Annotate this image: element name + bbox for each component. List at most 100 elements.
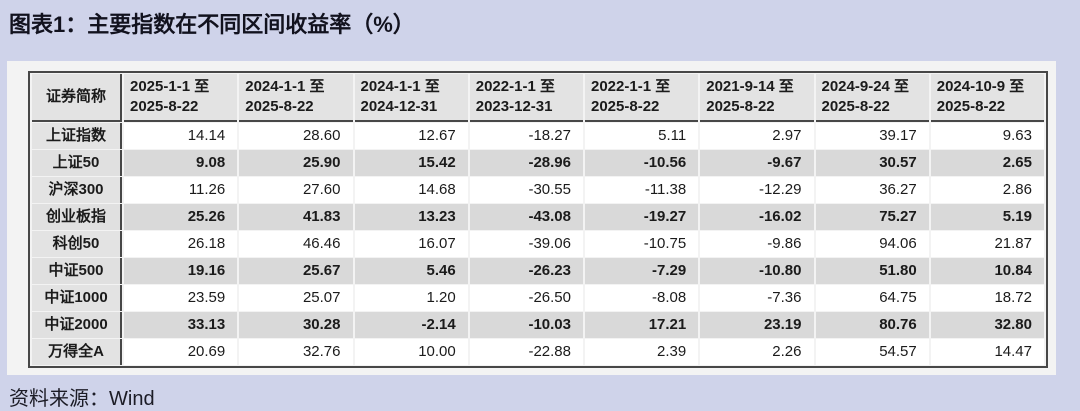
value-cell: -11.38	[585, 177, 699, 203]
figure-title: 图表1：主要指数在不同区间收益率（%）	[9, 12, 415, 37]
value-cell: 23.19	[700, 312, 814, 338]
table-row: 上证50 9.08 25.90 15.42 -28.96 -10.56 -9.67 30.57…	[32, 150, 1044, 176]
value-cell: -30.55	[469, 177, 583, 203]
value-cell: 39.17	[815, 123, 929, 149]
value-cell: 64.75	[815, 285, 929, 311]
value-cell: 51.80	[815, 258, 929, 284]
table-row: 万得全A 20.69 32.76 10.00 -22.88 2.39 2.26 54.57 14…	[32, 339, 1044, 365]
value-cell: -16.02	[700, 204, 814, 230]
value-cell: 54.57	[815, 339, 929, 365]
value-cell: -28.96	[469, 150, 583, 176]
value-cell: -10.80	[700, 258, 814, 284]
table-row: 创业板指 25.26 41.83 13.23 -43.08 -19.27 -16.02 75.…	[32, 204, 1044, 230]
value-cell: 14.47	[930, 339, 1044, 365]
value-cell: -43.08	[469, 204, 583, 230]
value-cell: 19.16	[124, 258, 238, 284]
row-label: 沪深300	[32, 177, 122, 203]
value-cell: 41.83	[239, 204, 353, 230]
row-label: 中证1000	[32, 285, 122, 311]
column-header-period-8: 2024-10-9 至 2025-8-22	[930, 74, 1044, 122]
value-cell: 5.46	[354, 258, 468, 284]
value-cell: 12.67	[354, 123, 468, 149]
value-cell: 11.26	[124, 177, 238, 203]
value-cell: 2.86	[930, 177, 1044, 203]
value-cell: -8.08	[585, 285, 699, 311]
table-header: 证券简称 2025-1-1 至 2025-8-22 2024-1-1 至 202…	[32, 74, 1044, 122]
table-row: 沪深300 11.26 27.60 14.68 -30.55 -11.38 -12.29 36…	[32, 177, 1044, 203]
value-cell: 20.69	[124, 339, 238, 365]
value-cell: 32.80	[930, 312, 1044, 338]
table-row: 中证1000 23.59 25.07 1.20 -26.50 -8.08 -7.36 64.7…	[32, 285, 1044, 311]
column-header-period-2: 2024-1-1 至 2025-8-22	[239, 74, 353, 122]
column-header-period-1: 2025-1-1 至 2025-8-22	[124, 74, 238, 122]
table-row: 科创50 26.18 46.46 16.07 -39.06 -10.75 -9.86 94.0…	[32, 231, 1044, 257]
value-cell: -9.86	[700, 231, 814, 257]
row-label: 创业板指	[32, 204, 122, 230]
value-cell: 2.65	[930, 150, 1044, 176]
value-cell: 46.46	[239, 231, 353, 257]
value-cell: -18.27	[469, 123, 583, 149]
value-cell: -9.67	[700, 150, 814, 176]
row-label: 中证500	[32, 258, 122, 284]
table-row: 上证指数 14.14 28.60 12.67 -18.27 5.11 2.97 39.17 9.…	[32, 123, 1044, 149]
returns-table: 证券简称 2025-1-1 至 2025-8-22 2024-1-1 至 202…	[28, 71, 1048, 368]
row-label: 上证指数	[32, 123, 122, 149]
value-cell: 13.23	[354, 204, 468, 230]
value-cell: 33.13	[124, 312, 238, 338]
value-cell: 9.63	[930, 123, 1044, 149]
value-cell: 30.57	[815, 150, 929, 176]
row-label: 万得全A	[32, 339, 122, 365]
value-cell: -7.29	[585, 258, 699, 284]
value-cell: 10.84	[930, 258, 1044, 284]
row-label: 上证50	[32, 150, 122, 176]
value-cell: 25.26	[124, 204, 238, 230]
value-cell: 15.42	[354, 150, 468, 176]
value-cell: 36.27	[815, 177, 929, 203]
value-cell: -39.06	[469, 231, 583, 257]
value-cell: 18.72	[930, 285, 1044, 311]
value-cell: 9.08	[124, 150, 238, 176]
value-cell: 2.97	[700, 123, 814, 149]
value-cell: 5.19	[930, 204, 1044, 230]
value-cell: 94.06	[815, 231, 929, 257]
value-cell: 80.76	[815, 312, 929, 338]
value-cell: 25.07	[239, 285, 353, 311]
value-cell: 26.18	[124, 231, 238, 257]
table-row: 中证500 19.16 25.67 5.46 -26.23 -7.29 -10.80 51.8…	[32, 258, 1044, 284]
value-cell: 23.59	[124, 285, 238, 311]
column-header-security-name: 证券简称	[32, 74, 122, 122]
value-cell: 28.60	[239, 123, 353, 149]
value-cell: 5.11	[585, 123, 699, 149]
value-cell: 17.21	[585, 312, 699, 338]
value-cell: 25.90	[239, 150, 353, 176]
header-row: 证券简称 2025-1-1 至 2025-8-22 2024-1-1 至 202…	[32, 74, 1044, 122]
column-header-period-4: 2022-1-1 至 2023-12-31	[469, 74, 583, 122]
source-note: 资料来源：Wind	[9, 388, 155, 410]
value-cell: -10.56	[585, 150, 699, 176]
value-cell: 25.67	[239, 258, 353, 284]
value-cell: 14.68	[354, 177, 468, 203]
value-cell: 2.26	[700, 339, 814, 365]
table-panel: 证券简称 2025-1-1 至 2025-8-22 2024-1-1 至 202…	[7, 61, 1056, 375]
table-row: 中证2000 33.13 30.28 -2.14 -10.03 17.21 23.19 80.…	[32, 312, 1044, 338]
value-cell: 14.14	[124, 123, 238, 149]
value-cell: -26.50	[469, 285, 583, 311]
value-cell: 10.00	[354, 339, 468, 365]
value-cell: -19.27	[585, 204, 699, 230]
value-cell: 16.07	[354, 231, 468, 257]
column-header-period-3: 2024-1-1 至 2024-12-31	[354, 74, 468, 122]
value-cell: 75.27	[815, 204, 929, 230]
value-cell: -10.75	[585, 231, 699, 257]
column-header-period-6: 2021-9-14 至 2025-8-22	[700, 74, 814, 122]
value-cell: 1.20	[354, 285, 468, 311]
value-cell: 32.76	[239, 339, 353, 365]
value-cell: 27.60	[239, 177, 353, 203]
value-cell: -26.23	[469, 258, 583, 284]
row-label: 中证2000	[32, 312, 122, 338]
value-cell: -2.14	[354, 312, 468, 338]
column-header-period-7: 2024-9-24 至 2025-8-22	[815, 74, 929, 122]
value-cell: -12.29	[700, 177, 814, 203]
value-cell: -22.88	[469, 339, 583, 365]
value-cell: 2.39	[585, 339, 699, 365]
table-body: 上证指数 14.14 28.60 12.67 -18.27 5.11 2.97 39.17 9.…	[32, 123, 1044, 365]
